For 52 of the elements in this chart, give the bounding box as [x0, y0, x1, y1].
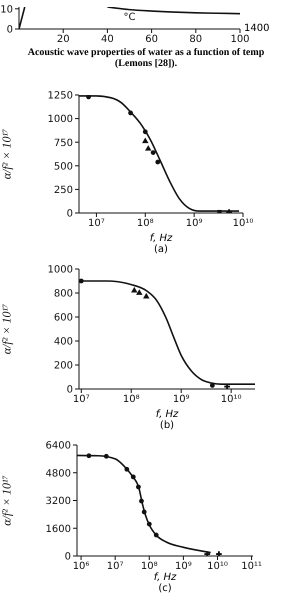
x-tick-label: 20 — [56, 34, 70, 46]
y-tick-label: 0 — [66, 208, 73, 220]
x-tick-label: 10¹⁰ — [220, 394, 242, 406]
x-tick-label: 10⁷ — [88, 218, 105, 230]
y-tick-label: 1600 — [46, 524, 71, 535]
x-tick-label: 10¹⁰ — [232, 218, 254, 230]
x-tick-label: 10¹¹ — [241, 561, 262, 572]
y-tick-label: 800 — [54, 288, 73, 300]
x-axis-title: f, Hz — [152, 572, 178, 583]
y-tick-label: 600 — [54, 312, 73, 324]
x-axis-title: f, Hz — [148, 233, 174, 244]
text: (c) — [157, 583, 173, 594]
y-tick-label: 200 — [54, 360, 73, 372]
x-tick-label: 10¹⁰ — [207, 561, 228, 572]
y-tick-label: 1250 — [48, 90, 73, 102]
text: (Lemons [28]). — [114, 58, 178, 69]
y-axis-title: α/f² × 10¹⁷ — [0, 128, 14, 180]
x-tick-label: 10⁸ — [140, 561, 158, 572]
x-axis-title: f, Hz — [154, 409, 180, 420]
x-tick-label: 100 — [230, 34, 250, 46]
y-tick-label: 1000 — [48, 114, 73, 126]
y-tick-label: 400 — [54, 336, 73, 348]
y-tick-label: 1000 — [48, 264, 73, 276]
y-tick-label: 0 — [66, 384, 73, 396]
x-tick-label: 10⁷ — [106, 561, 124, 572]
line-series — [106, 7, 240, 14]
y-tick-label: 0 — [6, 24, 13, 36]
y-tick-label: 750 — [54, 138, 73, 149]
x-tick-label: 10⁷ — [72, 394, 90, 406]
y-tick-label: 10 — [0, 4, 13, 16]
y-tick-label: 500 — [54, 161, 73, 172]
text: 1400 — [244, 23, 270, 34]
x-axis-title: °C — [124, 12, 136, 24]
x-tick-label: 10⁹ — [186, 218, 203, 230]
x-tick-label: 60 — [145, 34, 158, 46]
y-axis-title: α/f² × 10¹⁷ — [0, 304, 14, 354]
x-tick-label: 10⁸ — [136, 218, 154, 230]
y-tick-label: 250 — [54, 184, 73, 196]
text: Acoustic wave properties of water as a function of temp — [26, 47, 266, 58]
text: (b) — [158, 420, 176, 431]
x-tick-label: 40 — [101, 34, 114, 46]
x-tick-label: 80 — [189, 34, 202, 46]
x-tick-label: 10⁸ — [122, 394, 140, 406]
y-tick-label: 0 — [64, 552, 71, 563]
y-axis-title: α/f² × 10¹⁷ — [0, 475, 14, 526]
y-tick-label: 6400 — [46, 440, 71, 452]
x-tick-label: 10⁹ — [172, 394, 190, 406]
y-tick-label: 3200 — [46, 496, 71, 508]
y-tick-label: 4800 — [46, 468, 71, 480]
x-tick-label: 10⁶ — [72, 561, 90, 572]
text: (a) — [153, 244, 169, 255]
x-tick-label: 10⁹ — [175, 561, 192, 572]
